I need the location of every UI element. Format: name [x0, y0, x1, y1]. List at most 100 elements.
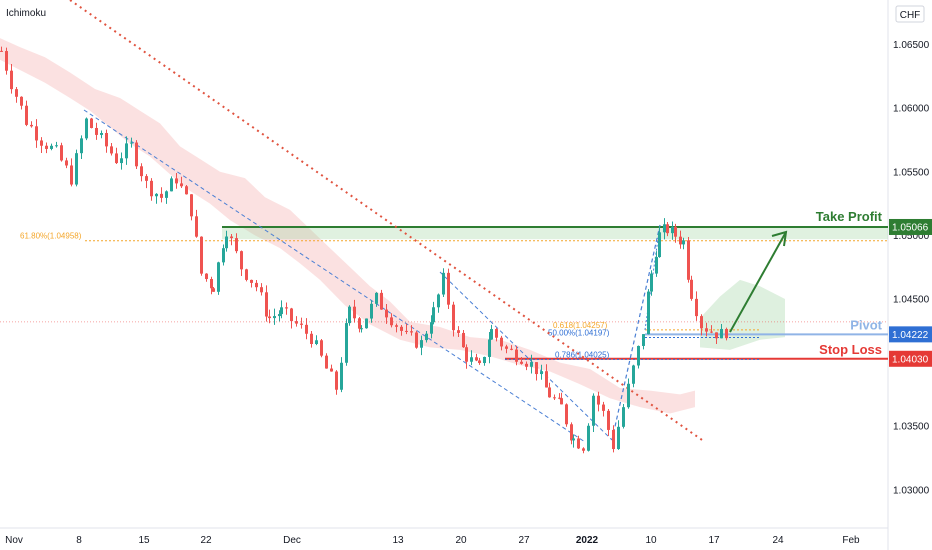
take-profit-zone	[222, 226, 888, 240]
candle-body	[720, 328, 723, 339]
candle-body	[230, 236, 233, 239]
take-profit-price-badge	[889, 218, 932, 235]
candle-body	[690, 279, 693, 299]
take-profit-label: Take Profit	[816, 209, 883, 224]
candle-body	[425, 333, 428, 341]
candle-body	[617, 426, 620, 450]
candle-body	[495, 329, 498, 338]
candle-body	[212, 288, 215, 292]
candle-body	[650, 273, 653, 292]
y-tick-label: 1.04500	[893, 294, 930, 305]
candle-body	[370, 303, 373, 319]
candle-body	[45, 145, 48, 149]
x-tick-label: 2022	[576, 535, 599, 546]
candlestick-series	[0, 46, 728, 454]
candle-body	[430, 322, 433, 334]
x-tick-label: 22	[200, 535, 212, 546]
candle-body	[200, 236, 203, 274]
candle-body	[725, 328, 728, 339]
candle-body	[612, 429, 615, 450]
candle-body	[315, 340, 318, 345]
y-tick-label: 1.05500	[893, 167, 930, 178]
candle-body	[205, 273, 208, 280]
fib-label: 50.00%(1.04197)	[548, 329, 610, 338]
candle-body	[165, 191, 168, 198]
candle-body	[470, 357, 473, 362]
candle-body	[682, 240, 685, 245]
candle-body	[447, 272, 450, 305]
candle-body	[25, 105, 28, 125]
candle-body	[420, 340, 423, 348]
candle-body	[255, 282, 258, 288]
candle-body	[240, 251, 243, 270]
x-tick-label: 17	[708, 535, 720, 546]
candle-body	[655, 257, 658, 274]
indicator-label[interactable]: Ichimoku	[6, 8, 46, 19]
candle-body	[510, 348, 513, 350]
candle-body	[642, 334, 645, 346]
candle-body	[572, 438, 575, 441]
candle-body	[110, 146, 113, 154]
candle-body	[520, 361, 523, 364]
candle-body	[273, 316, 276, 319]
x-tick-label: 8	[76, 535, 82, 546]
candle-body	[483, 356, 486, 364]
candle-body	[65, 160, 68, 166]
candle-body	[647, 291, 650, 335]
x-tick-label: 10	[645, 535, 657, 546]
fib-label: 61.80%(1.04958)	[20, 232, 82, 241]
candle-body	[710, 331, 713, 333]
y-tick-label: 1.06000	[893, 104, 930, 115]
candle-body	[120, 158, 123, 164]
candle-body	[180, 183, 183, 187]
stop-loss-price-badge	[889, 350, 932, 367]
candle-body	[35, 126, 38, 141]
candle-body	[285, 307, 288, 309]
price-zones: 61.80%(1.04958) 0.618(1.04257)50.00%(1.04…	[0, 209, 888, 360]
candle-body	[245, 269, 248, 280]
candle-body	[558, 397, 561, 399]
candle-body	[80, 138, 83, 154]
candle-body	[400, 326, 403, 331]
candle-body	[190, 194, 193, 217]
candle-body	[60, 145, 63, 161]
candle-body	[565, 404, 568, 425]
candle-body	[280, 307, 283, 315]
candle-body	[674, 226, 677, 237]
time-axis[interactable]: Nov 8 15 22 Dec 13 20 27 2022 10 17 24 Feb	[5, 535, 860, 546]
projection-arrow-head	[771, 230, 788, 247]
candle-body	[500, 337, 503, 347]
candle-body	[160, 193, 163, 198]
currency-button[interactable]: CHF	[895, 5, 925, 23]
candle-body	[442, 272, 445, 295]
y-tick-label: 1.05000	[893, 231, 930, 242]
candle-body	[687, 240, 690, 280]
candle-body	[715, 332, 718, 339]
candle-body	[560, 398, 563, 405]
candle-body	[622, 407, 625, 427]
candle-body	[390, 317, 393, 326]
candle-body	[535, 362, 538, 375]
candle-body	[185, 186, 188, 195]
candle-body	[597, 395, 600, 405]
candle-body	[195, 216, 198, 237]
candle-body	[100, 133, 103, 135]
candle-body	[515, 349, 518, 362]
candle-body	[663, 224, 666, 233]
price-axis[interactable]: 1.06500 1.06000 1.05500 1.05000 1.04500 1.035…	[889, 40, 932, 496]
candle-body	[340, 362, 343, 390]
candle-body	[175, 178, 178, 184]
candle-body	[265, 292, 268, 317]
candle-body	[125, 143, 128, 159]
candle-body	[488, 339, 491, 357]
candle-body	[570, 424, 573, 441]
pivot-price-label: 1.04222	[892, 330, 929, 341]
x-tick-label: Nov	[5, 535, 23, 546]
candle-body	[140, 166, 143, 177]
candle-body	[525, 363, 528, 367]
currency-button-frame[interactable]	[895, 5, 925, 23]
impulse-line	[611, 224, 661, 441]
x-tick-label: Feb	[842, 535, 860, 546]
candle-body	[545, 371, 548, 388]
